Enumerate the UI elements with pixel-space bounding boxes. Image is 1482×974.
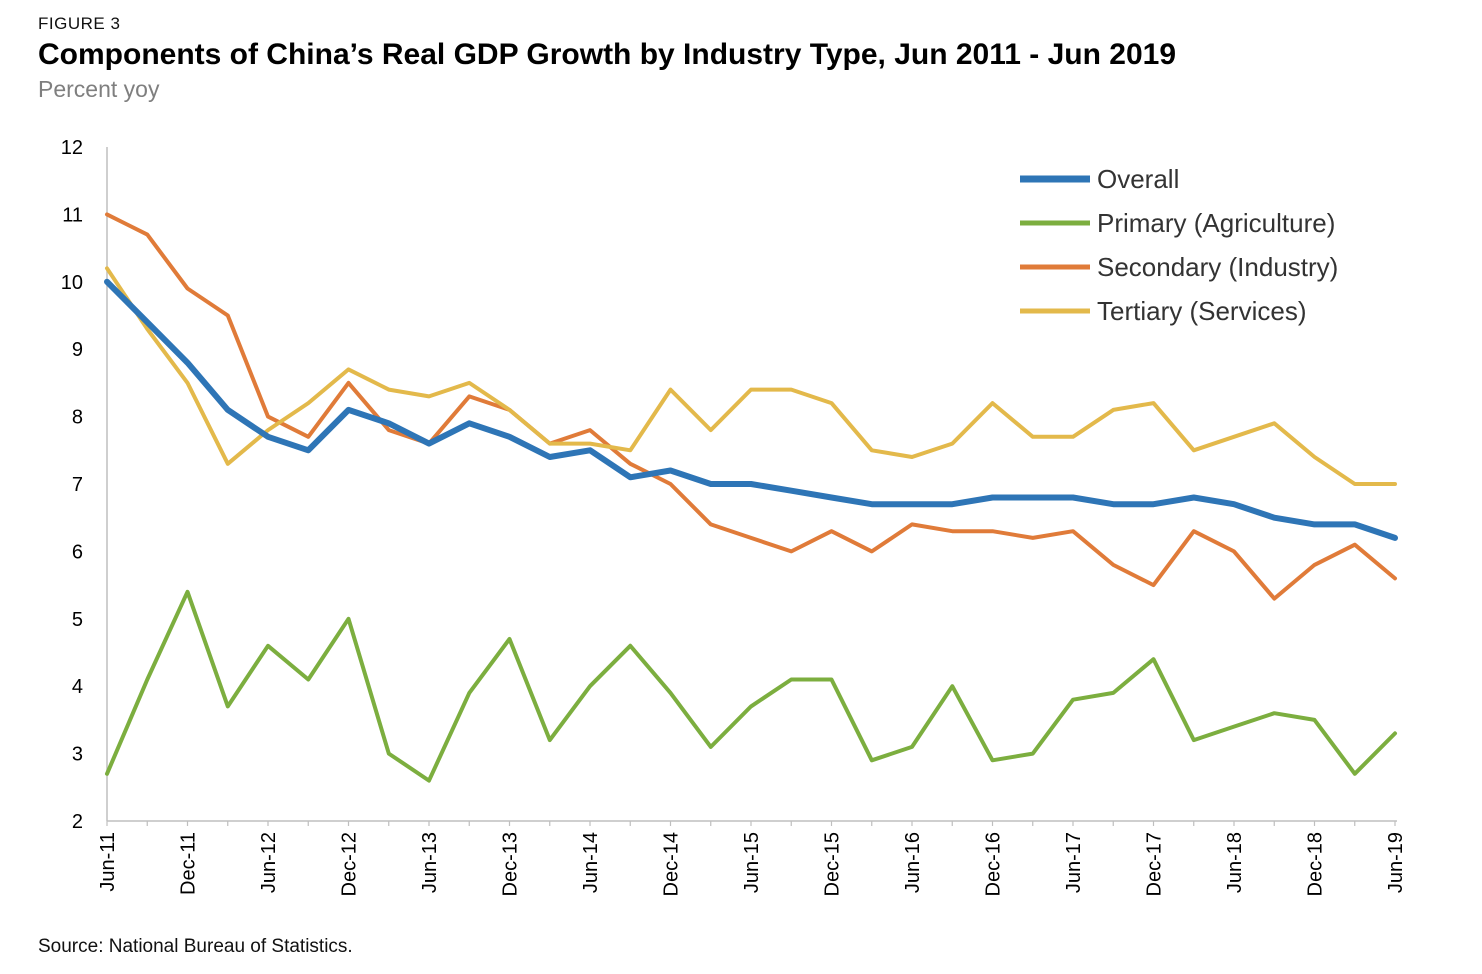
x-tick-label: Jun-13	[419, 832, 441, 893]
x-tick-label: Dec-15	[822, 832, 844, 896]
figure-label: FIGURE 3	[38, 14, 121, 33]
series-line-secondary-industry	[105, 212, 1397, 601]
x-tick-label: Dec-14	[661, 832, 683, 896]
x-tick-label: Jun-17	[1063, 832, 1085, 893]
y-tick-label: 5	[72, 609, 83, 631]
x-tick-label: Dec-18	[1305, 832, 1327, 896]
legend: Overall Primary (Agriculture) Secondary (I…	[1020, 164, 1338, 326]
x-tick-label: Jun-14	[580, 832, 602, 893]
y-tick-label: 7	[72, 474, 83, 496]
x-tick-label: Dec-17	[1144, 832, 1166, 896]
legend-label-secondary-industry: Secondary (Industry)	[1097, 252, 1338, 282]
x-tick-label: Jun-12	[258, 832, 280, 893]
y-tick-label: 11	[62, 204, 83, 226]
y-tick-label: 8	[72, 407, 83, 429]
x-tick-label: Dec-16	[983, 832, 1005, 896]
x-tick-label: Jun-16	[902, 832, 924, 893]
chart-subtitle: Percent yoy	[38, 76, 160, 102]
x-tick-label: Jun-19	[1385, 832, 1407, 893]
x-tick-label: Dec-11	[178, 832, 200, 895]
y-tick-label: 4	[72, 676, 83, 698]
x-tick-label: Jun-11	[97, 832, 119, 892]
y-tick-label: 9	[72, 339, 83, 361]
legend-label-primary-agriculture: Primary (Agriculture)	[1097, 208, 1335, 238]
series-line-overall	[104, 278, 1398, 541]
legend-label-overall: Overall	[1097, 164, 1179, 194]
y-tick-label: 12	[61, 137, 83, 159]
legend-label-tertiary-services: Tertiary (Services)	[1097, 296, 1306, 326]
source-note: Source: National Bureau of Statistics.	[38, 936, 353, 957]
y-tick-label: 2	[72, 811, 83, 833]
chart-title: Components of China’s Real GDP Growth by…	[38, 38, 1177, 71]
x-tick-label: Jun-15	[741, 832, 763, 893]
y-tick-label: 10	[61, 272, 83, 294]
series-line-primary-agriculture	[105, 589, 1397, 783]
y-tick-label: 3	[72, 744, 83, 766]
series-group	[104, 212, 1398, 783]
series-line-tertiary-services	[105, 266, 1397, 486]
y-tick-label: 6	[72, 541, 83, 563]
x-tick-label: Jun-18	[1224, 832, 1246, 893]
x-tick-label: Dec-12	[339, 832, 361, 896]
axes: 2 3 4 5 6 7 8 9 10 11 12 Jun-11 Dec-11 Jun-12 Dec-12 Ju…	[61, 137, 1407, 896]
x-tick-label: Dec-13	[500, 832, 522, 896]
